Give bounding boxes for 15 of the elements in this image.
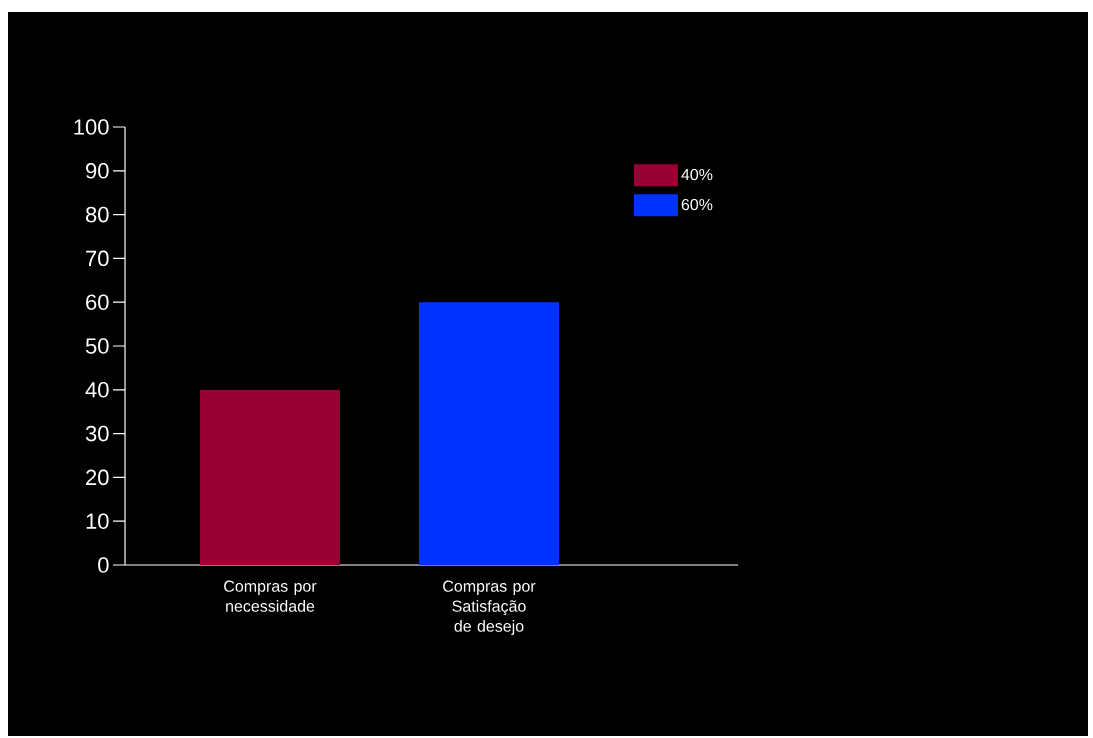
y-tick-label: 70 <box>86 250 109 267</box>
legend-label: 40% <box>681 168 713 181</box>
x-tick-label: Compras por necessidade <box>224 580 317 612</box>
y-tick-label: 60 <box>86 294 109 310</box>
y-tick-label: 30 <box>85 425 109 442</box>
y-tick-label: 90 <box>86 162 109 179</box>
y-tick-label: 40 <box>85 381 109 398</box>
y-tick-label: 50 <box>85 338 109 354</box>
y-tick-label: 80 <box>85 206 109 223</box>
y-tick-label: 10 <box>86 513 109 529</box>
legend-label: 60% <box>681 198 713 211</box>
y-tick-label: 20 <box>86 469 109 486</box>
y-tick-label: 0 <box>98 557 109 573</box>
y-tick-label: 100 <box>74 119 109 135</box>
x-tick-label: Compras por Satisfação de desejo <box>443 580 536 636</box>
